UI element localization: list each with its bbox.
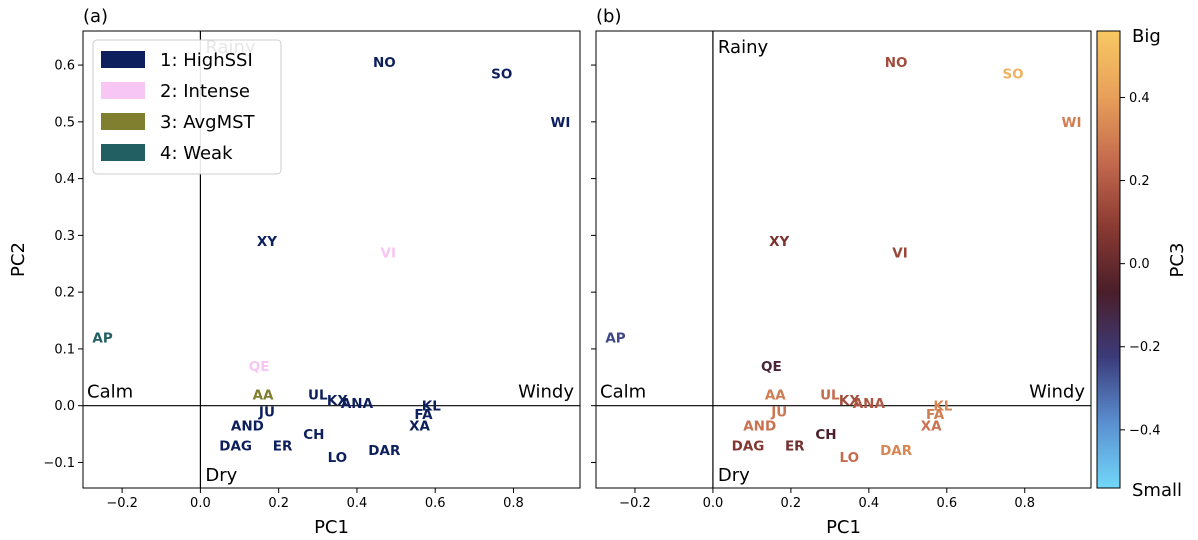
point-label-ch: CH bbox=[303, 427, 324, 443]
point-label-so: SO bbox=[491, 67, 512, 83]
quadrant-label-bottom: Dry bbox=[205, 465, 237, 486]
x-tick-label: 0.0 bbox=[703, 496, 724, 511]
point-label-er: ER bbox=[273, 438, 293, 454]
point-label-kl: KL bbox=[422, 399, 441, 415]
quadrant-label-left: Calm bbox=[600, 382, 646, 403]
colorbar-tick-label: 0.0 bbox=[1129, 257, 1150, 272]
point-label-fa: FA bbox=[414, 407, 433, 423]
x-tick-label: 0.4 bbox=[347, 496, 368, 511]
point-label-ul: UL bbox=[820, 387, 840, 403]
legend-entry-label: 4: Weak bbox=[160, 143, 233, 164]
quadrant-label-top: Rainy bbox=[718, 37, 769, 58]
point-label-lo: LO bbox=[840, 450, 860, 466]
y-tick-label: 0.3 bbox=[54, 229, 75, 244]
point-label-wi: WI bbox=[550, 115, 570, 131]
x-tick-label: 0.8 bbox=[503, 496, 524, 511]
colorbar: −0.4 −0.2 0.0 0.2 0.4 Big Small PC3 bbox=[1096, 26, 1188, 501]
quadrant-label-right: Windy bbox=[518, 382, 574, 403]
point-label-dar: DAR bbox=[880, 443, 913, 459]
point-label-and: AND bbox=[231, 419, 264, 435]
y-tick-label: 0.1 bbox=[54, 342, 75, 357]
quadrant-label-bottom: Dry bbox=[718, 465, 750, 486]
legend-swatch bbox=[101, 82, 145, 99]
point-label-aa: AA bbox=[765, 387, 786, 403]
legend-entry-label: 1: HighSSI bbox=[160, 50, 253, 71]
y-tick-label: 0.0 bbox=[54, 399, 75, 414]
point-label-ap: AP bbox=[92, 331, 112, 347]
x-tick-label: 0.2 bbox=[781, 496, 802, 511]
colorbar-bar bbox=[1096, 30, 1121, 489]
point-label-xa: XA bbox=[921, 419, 942, 435]
legend-swatch bbox=[101, 113, 145, 130]
point-label-ju: JU bbox=[258, 404, 275, 420]
point-label-xy: XY bbox=[769, 234, 789, 250]
x-tick-label: 0.4 bbox=[858, 496, 879, 511]
legend-swatch bbox=[101, 51, 145, 68]
point-label-no: NO bbox=[885, 55, 908, 71]
x-tick-label: 0.0 bbox=[190, 496, 211, 511]
plot-frame bbox=[595, 30, 1092, 489]
x-tick-label: 0.6 bbox=[425, 496, 446, 511]
point-label-aa: AA bbox=[253, 387, 274, 403]
colorbar-tick-label: −0.2 bbox=[1129, 340, 1161, 355]
y-tick-label: 0.5 bbox=[54, 115, 75, 130]
colorbar-tick-label: 0.4 bbox=[1129, 91, 1150, 106]
point-label-kx: KX bbox=[327, 393, 348, 409]
y-tick-label: 0.6 bbox=[54, 59, 75, 74]
quadrant-label-left: Calm bbox=[87, 382, 133, 403]
point-label-and: AND bbox=[743, 419, 776, 435]
point-label-er: ER bbox=[785, 438, 805, 454]
point-label-qe: QE bbox=[761, 359, 782, 375]
x-tick-label: −0.2 bbox=[106, 496, 138, 511]
point-label-ana: ANA bbox=[853, 396, 886, 412]
point-label-ap: AP bbox=[605, 331, 625, 347]
y-tick-label: 0.2 bbox=[54, 286, 75, 301]
panel-label: (a) bbox=[83, 6, 108, 27]
legend-entry-label: 2: Intense bbox=[160, 81, 250, 102]
point-label-dar: DAR bbox=[368, 443, 401, 459]
point-label-dag: DAG bbox=[219, 438, 252, 454]
x-tick-label: −0.2 bbox=[619, 496, 651, 511]
point-label-lo: LO bbox=[328, 450, 348, 466]
point-label-ul: UL bbox=[308, 387, 328, 403]
legend: 1: HighSSI 2: Intense 3: AvgMST 4: Weak bbox=[92, 39, 282, 175]
x-tick-label: 0.8 bbox=[1014, 496, 1035, 511]
point-label-dag: DAG bbox=[732, 438, 765, 454]
y-tick-label: 0.4 bbox=[54, 172, 75, 187]
legend-box bbox=[92, 39, 282, 175]
point-label-kx: KX bbox=[839, 393, 860, 409]
colorbar-bottom-label: Small bbox=[1132, 480, 1182, 501]
x-tick-label: 0.2 bbox=[268, 496, 289, 511]
point-label-no: NO bbox=[373, 55, 396, 71]
point-label-qe: QE bbox=[249, 359, 270, 375]
x-axis-label: PC1 bbox=[314, 517, 349, 538]
y-tick-label: −0.1 bbox=[43, 456, 75, 471]
point-label-ju: JU bbox=[770, 404, 787, 420]
point-label-kl: KL bbox=[933, 399, 952, 415]
point-label-wi: WI bbox=[1062, 115, 1082, 131]
point-label-xa: XA bbox=[409, 419, 430, 435]
point-label-vi: VI bbox=[381, 245, 396, 261]
panel-a: −0.2 0.0 0.2 0.4 0.6 0.8 −0.1 0.0 0.1 0.2 0.3 0.4 0.… bbox=[8, 6, 581, 538]
colorbar-label: PC3 bbox=[1167, 243, 1188, 278]
point-label-vi: VI bbox=[892, 245, 907, 261]
point-label-xy: XY bbox=[257, 234, 277, 250]
legend-entry-label: 3: AvgMST bbox=[160, 112, 256, 133]
point-label-ana: ANA bbox=[341, 396, 374, 412]
plot-frame bbox=[82, 30, 581, 489]
point-label-fa: FA bbox=[926, 407, 945, 423]
point-label-ch: CH bbox=[815, 427, 836, 443]
quadrant-label-right: Windy bbox=[1029, 382, 1085, 403]
colorbar-tick-label: 0.2 bbox=[1129, 174, 1150, 189]
colorbar-tick-label: −0.4 bbox=[1129, 423, 1161, 438]
x-tick-label: 0.6 bbox=[936, 496, 957, 511]
point-label-so: SO bbox=[1002, 67, 1023, 83]
x-axis-label: PC1 bbox=[826, 517, 861, 538]
legend-swatch bbox=[101, 144, 145, 161]
y-axis-label: PC2 bbox=[8, 242, 29, 277]
colorbar-top-label: Big bbox=[1132, 26, 1161, 47]
panel-b: −0.2 0.0 0.2 0.4 0.6 0.8 PC1 (b) Rainy Dry Calm Win… bbox=[591, 6, 1092, 538]
panel-label: (b) bbox=[596, 6, 621, 27]
